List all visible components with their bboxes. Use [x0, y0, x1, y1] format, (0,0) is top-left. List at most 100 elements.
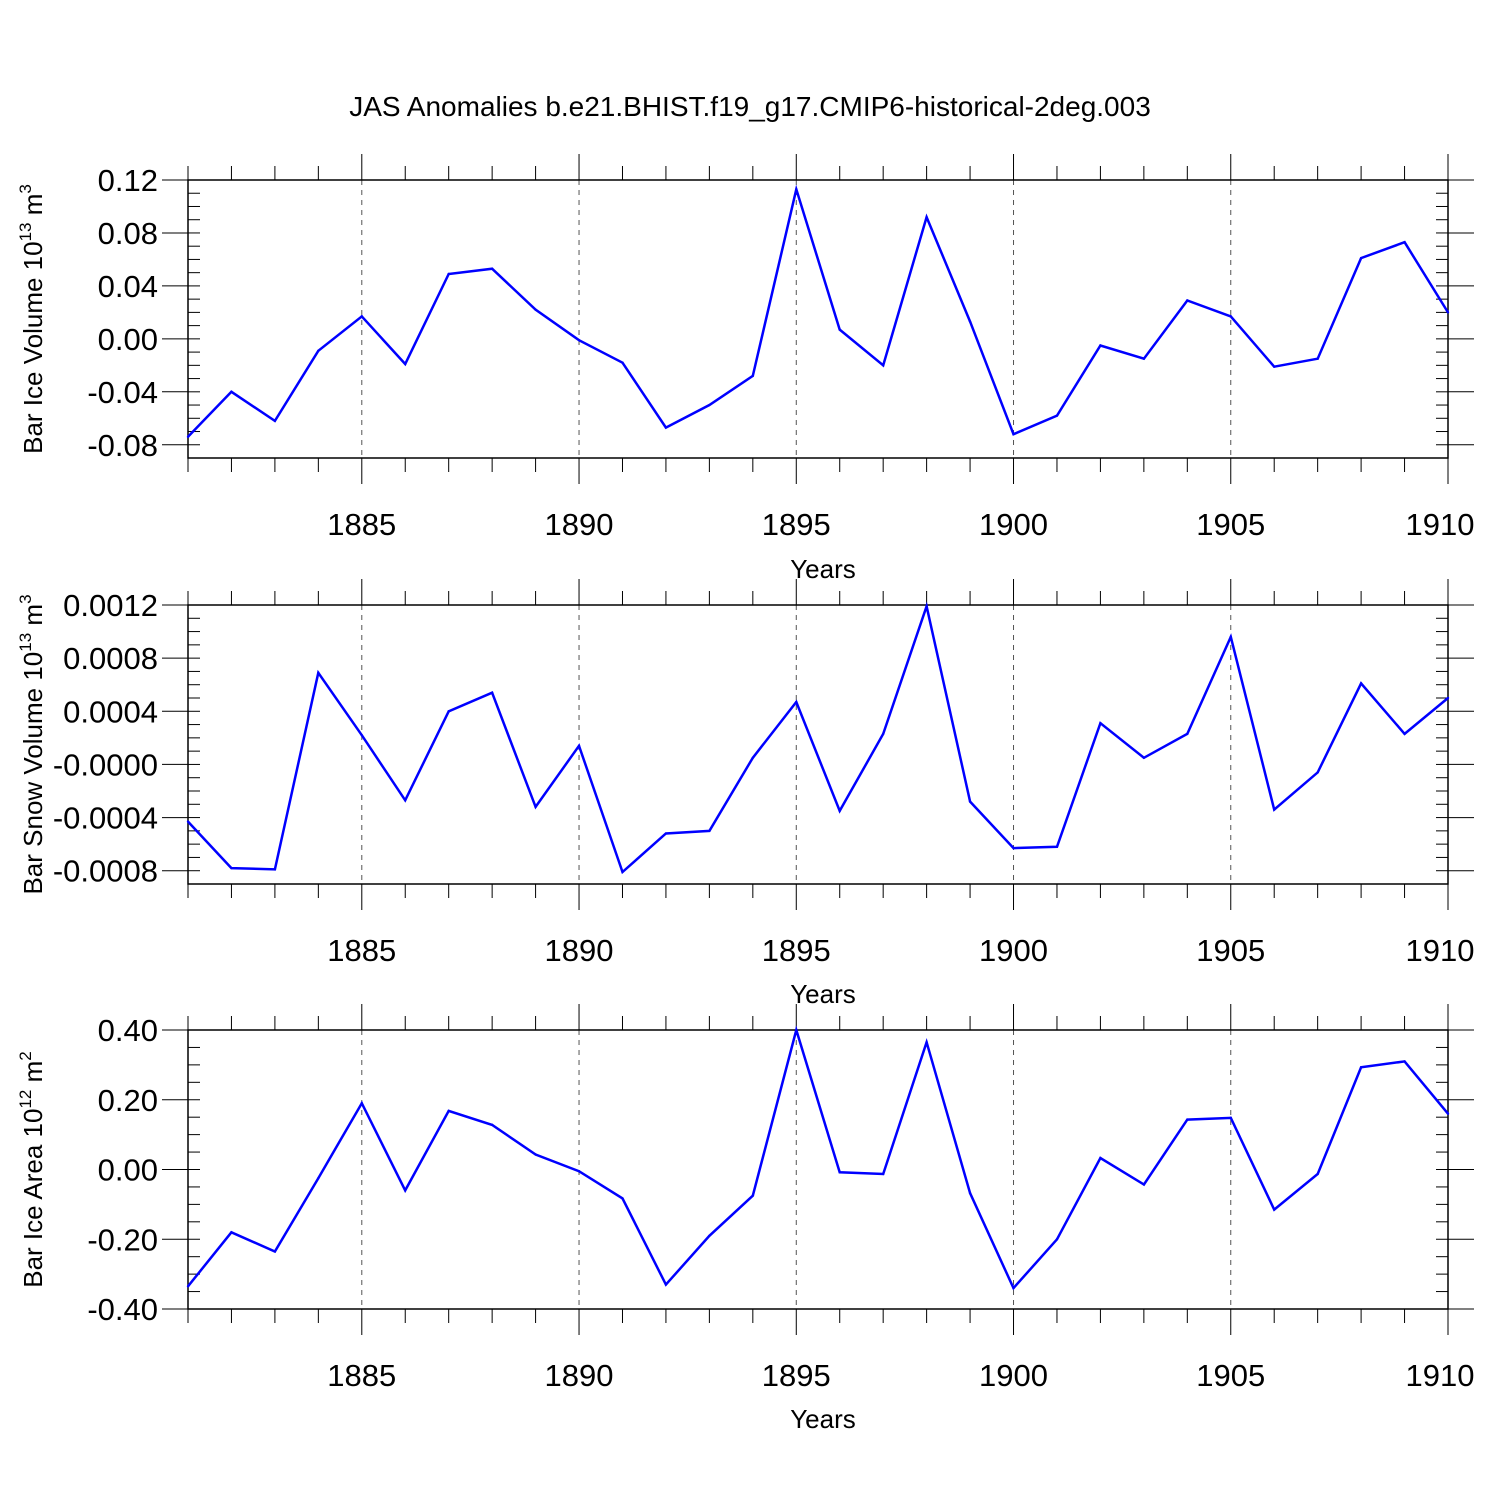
data-point — [925, 605, 928, 608]
data-point — [664, 832, 668, 835]
x-tick-label: 1910 — [1406, 1358, 1475, 1393]
data-point — [1186, 1118, 1189, 1121]
data-point — [447, 1109, 450, 1113]
data-point — [1142, 357, 1146, 360]
data-point — [404, 799, 407, 802]
series-line — [187, 1025, 1449, 1291]
data-point — [230, 390, 233, 394]
data-point — [1446, 1112, 1450, 1115]
x-tick-label: 1885 — [327, 933, 396, 968]
data-point — [968, 1192, 972, 1195]
data-point — [621, 870, 624, 874]
data-point — [1229, 315, 1232, 318]
data-point — [447, 710, 450, 713]
data-point — [664, 426, 668, 429]
x-axis-label: Years — [790, 554, 856, 584]
data-point — [708, 829, 711, 833]
data-point — [1099, 344, 1102, 347]
data-point — [1403, 1060, 1406, 1063]
data-point — [186, 435, 190, 439]
y-tick-label: 0.0008 — [63, 641, 158, 676]
data-point — [317, 349, 320, 352]
data-point — [751, 756, 755, 759]
data-point — [1012, 1286, 1015, 1290]
data-point — [1359, 682, 1363, 685]
data-point — [534, 308, 537, 311]
data-point — [534, 805, 537, 809]
x-tick-label: 1900 — [979, 933, 1048, 968]
y-axis-label-part: 2 — [16, 1051, 35, 1060]
data-point — [186, 820, 190, 823]
data-point — [577, 1170, 581, 1173]
data-point — [1403, 241, 1406, 244]
x-tick-label: 1890 — [545, 933, 614, 968]
data-point — [708, 403, 711, 407]
data-point — [1142, 1183, 1146, 1186]
x-tick-label: 1910 — [1406, 507, 1475, 542]
y-axis-label-part: 3 — [16, 184, 35, 193]
data-point — [621, 1197, 624, 1200]
data-point — [447, 272, 450, 276]
data-point — [708, 1234, 711, 1237]
data-point — [1359, 1066, 1363, 1069]
data-point — [925, 215, 928, 219]
data-point — [968, 320, 972, 323]
data-point — [838, 809, 841, 813]
panels: 0.12 0.08 0.04 0.00 -0.04 -0.08 1885 1890 1895 19… — [16, 154, 1474, 1434]
x-tick-label: 1890 — [545, 1358, 614, 1393]
y-tick-label: 0.00 — [98, 1153, 158, 1188]
x-axis-label: Years — [790, 979, 856, 1009]
data-point — [186, 1285, 190, 1288]
chart-panel-3: 0.40 0.20 0.00 -0.20 -0.40 1885 1890 1895 1900 19… — [16, 1004, 1474, 1434]
y-tick-label: -0.08 — [87, 428, 158, 463]
data-point — [360, 1102, 363, 1105]
data-point — [838, 1171, 841, 1174]
data-point — [1055, 845, 1059, 848]
data-point — [490, 691, 494, 694]
y-tick-label: 0.12 — [98, 163, 158, 198]
series-line — [187, 184, 1450, 438]
y-axis-label-part: 13 — [16, 633, 35, 652]
data-point — [1012, 846, 1015, 850]
y-axis-label-part: Bar Ice Area 10 — [18, 1109, 48, 1288]
data-point — [751, 1194, 755, 1197]
data-point — [795, 188, 798, 191]
y-axis-label: Bar Snow Volume 1013 m3 — [16, 594, 48, 894]
data-point — [230, 1231, 233, 1234]
x-tick-label: 1910 — [1406, 933, 1475, 968]
data-point — [490, 267, 494, 270]
data-point — [838, 328, 841, 331]
data-point — [1229, 635, 1232, 639]
data-point — [1446, 311, 1450, 314]
data-point — [1099, 722, 1102, 725]
chart-title: JAS Anomalies b.e21.BHIST.f19_g17.CMIP6-… — [349, 91, 1151, 122]
data-point — [1273, 365, 1276, 368]
y-tick-label: 0.40 — [98, 1013, 158, 1048]
data-point — [1316, 1172, 1319, 1176]
x-tick-label: 1885 — [327, 507, 396, 542]
data-point — [534, 1153, 537, 1156]
data-point — [273, 419, 277, 423]
y-tick-label: 0.00 — [98, 322, 158, 357]
data-point — [1055, 414, 1059, 417]
data-point — [1012, 432, 1015, 436]
data-point — [273, 1250, 277, 1253]
data-point — [577, 744, 581, 748]
data-point — [1273, 808, 1276, 811]
y-tick-label: -0.20 — [87, 1222, 158, 1257]
y-tick-label: 0.0004 — [63, 694, 158, 729]
plot-frame — [187, 179, 1449, 459]
y-axis-label-part: Bar Snow Volume 10 — [18, 652, 48, 895]
data-point — [1186, 299, 1189, 302]
plot-frame — [187, 1029, 1449, 1310]
data-point — [1359, 256, 1363, 260]
x-tick-label: 1885 — [327, 1358, 396, 1393]
data-point — [1229, 1116, 1232, 1120]
y-tick-label: 0.08 — [98, 216, 158, 251]
y-axis-label-part: 3 — [16, 594, 35, 603]
data-point — [577, 338, 581, 342]
data-point — [273, 868, 277, 871]
data-point — [360, 315, 363, 318]
y-axis-label-part: m — [18, 194, 48, 223]
